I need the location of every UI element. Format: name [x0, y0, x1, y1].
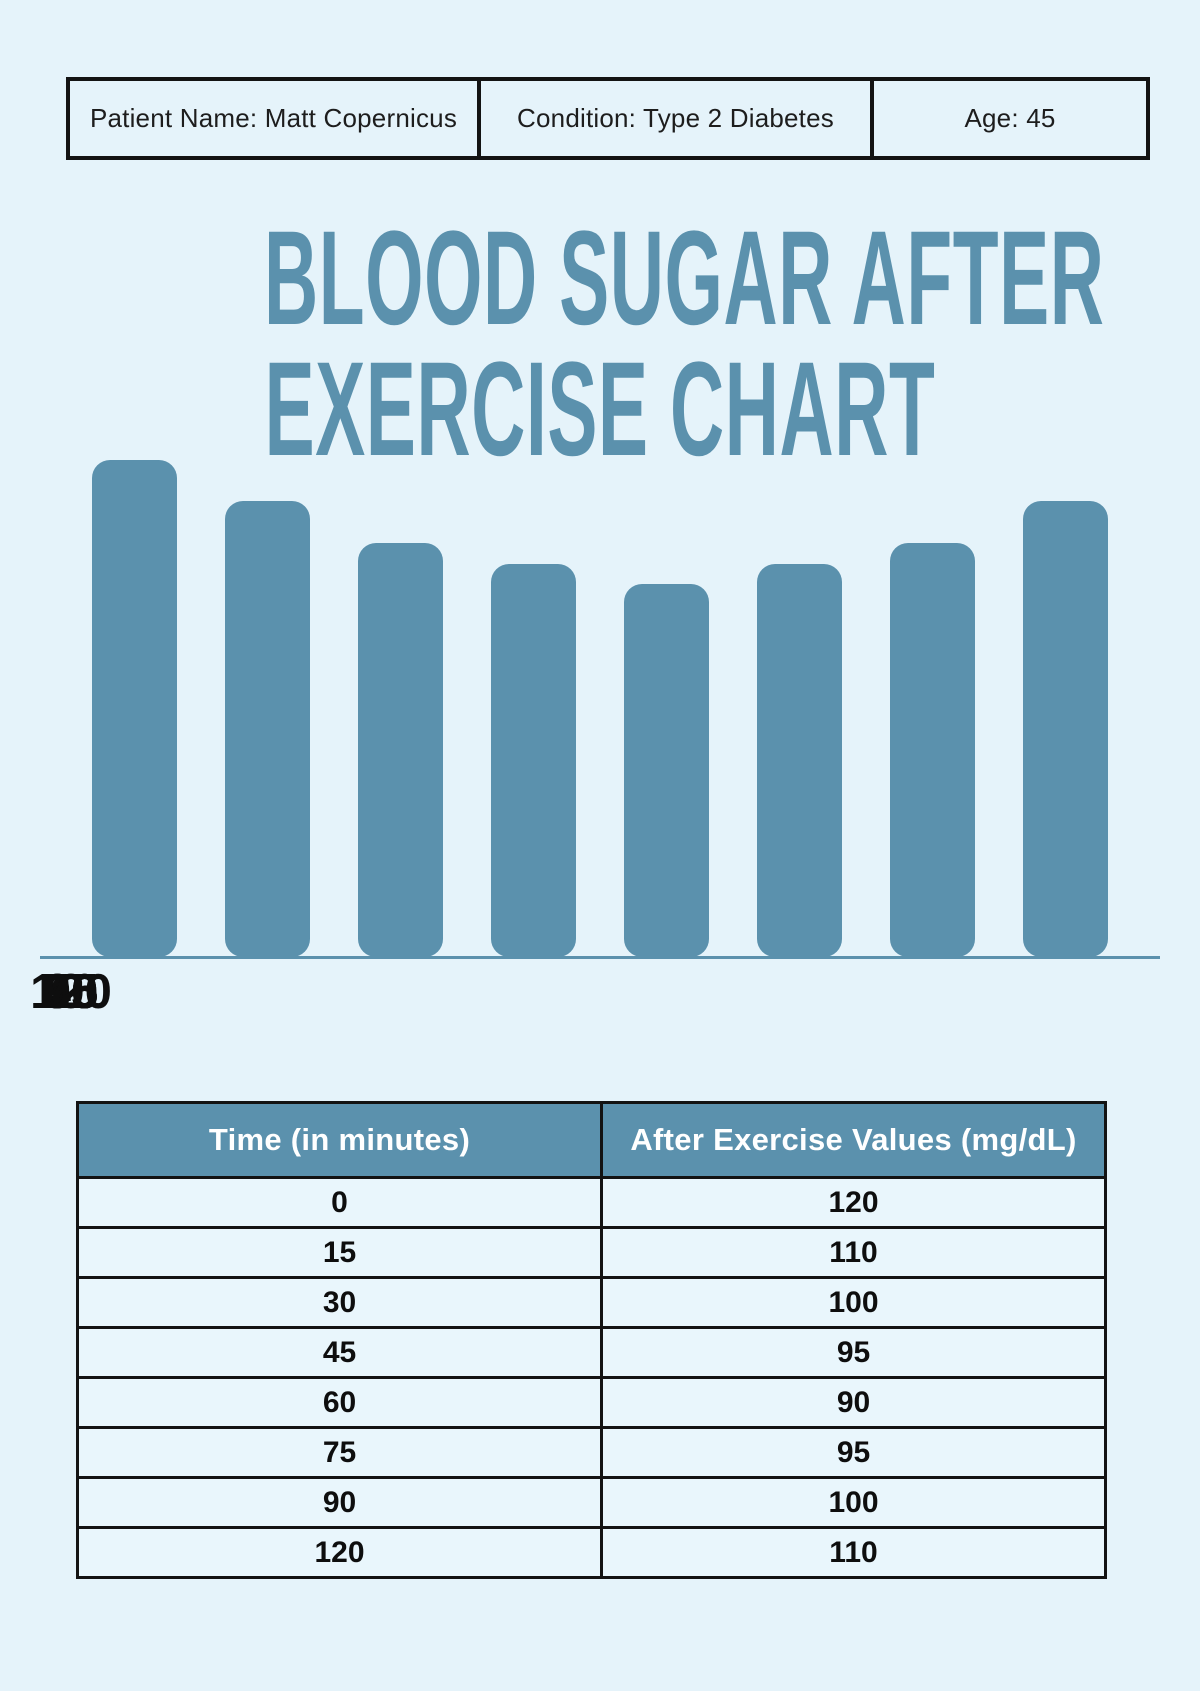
table-row: 75 95 [76, 1426, 1107, 1479]
patient-condition-cell: Condition: Type 2 Diabetes [481, 81, 874, 156]
table-row: 90 100 [76, 1476, 1107, 1529]
table-header-values: After Exercise Values (mg/dL) [600, 1101, 1107, 1179]
patient-age-cell: Age: 45 [964, 103, 1056, 133]
time-cell: 75 [76, 1426, 603, 1479]
page-title-line1: BLOOD SUGAR AFTER [264, 204, 1105, 353]
x-axis-label-1: 15 [43, 965, 99, 1019]
x-axis-label-7: 120 [30, 965, 112, 1019]
bar-0 [92, 460, 177, 957]
time-cell: 30 [76, 1276, 603, 1329]
table-row: 0 120 [76, 1176, 1107, 1229]
value-cell: 100 [600, 1276, 1107, 1329]
value-cell: 95 [600, 1326, 1107, 1379]
time-cell: 0 [76, 1176, 603, 1229]
time-cell: 45 [76, 1326, 603, 1379]
x-axis-label-6: 90 [43, 965, 99, 1019]
bar-2 [358, 543, 443, 957]
bar-3 [491, 564, 576, 957]
table-row: 30 100 [76, 1276, 1107, 1329]
x-axis-label-5: 75 [43, 965, 99, 1019]
time-cell: 15 [76, 1226, 603, 1279]
x-axis-label-3: 45 [43, 965, 99, 1019]
bar-7 [1023, 501, 1108, 957]
page-title: BLOOD SUGAR AFTER EXERCISE CHART [264, 204, 1105, 484]
patient-name-cell: Patient Name: Matt Copernicus [70, 81, 481, 156]
values-table: Time (in minutes) After Exercise Values … [76, 1101, 1107, 1579]
value-cell: 110 [600, 1526, 1107, 1579]
time-cell: 90 [76, 1476, 603, 1529]
x-axis-label-0: 0 [57, 965, 85, 1019]
x-axis-label-4: 60 [43, 965, 99, 1019]
value-cell: 95 [600, 1426, 1107, 1479]
value-cell: 100 [600, 1476, 1107, 1529]
time-cell: 120 [76, 1526, 603, 1579]
bar-5 [757, 564, 842, 957]
table-header-time: Time (in minutes) [76, 1101, 603, 1179]
bar-4 [624, 584, 709, 957]
table-header-row: Time (in minutes) After Exercise Values … [76, 1101, 1107, 1179]
bar-1 [225, 501, 310, 957]
table-row: 60 90 [76, 1376, 1107, 1429]
table-row: 120 110 [76, 1526, 1107, 1579]
page-title-line2: EXERCISE CHART [264, 335, 936, 484]
x-axis-line [40, 956, 1160, 959]
value-cell: 90 [600, 1376, 1107, 1429]
time-cell: 60 [76, 1376, 603, 1429]
value-cell: 110 [600, 1226, 1107, 1279]
table-row: 15 110 [76, 1226, 1107, 1279]
value-cell: 120 [600, 1176, 1107, 1229]
x-axis-label-2: 30 [43, 965, 99, 1019]
table-row: 45 95 [76, 1326, 1107, 1379]
patient-info-bar: Patient Name: Matt Copernicus Condition:… [66, 77, 1150, 160]
bar-6 [890, 543, 975, 957]
